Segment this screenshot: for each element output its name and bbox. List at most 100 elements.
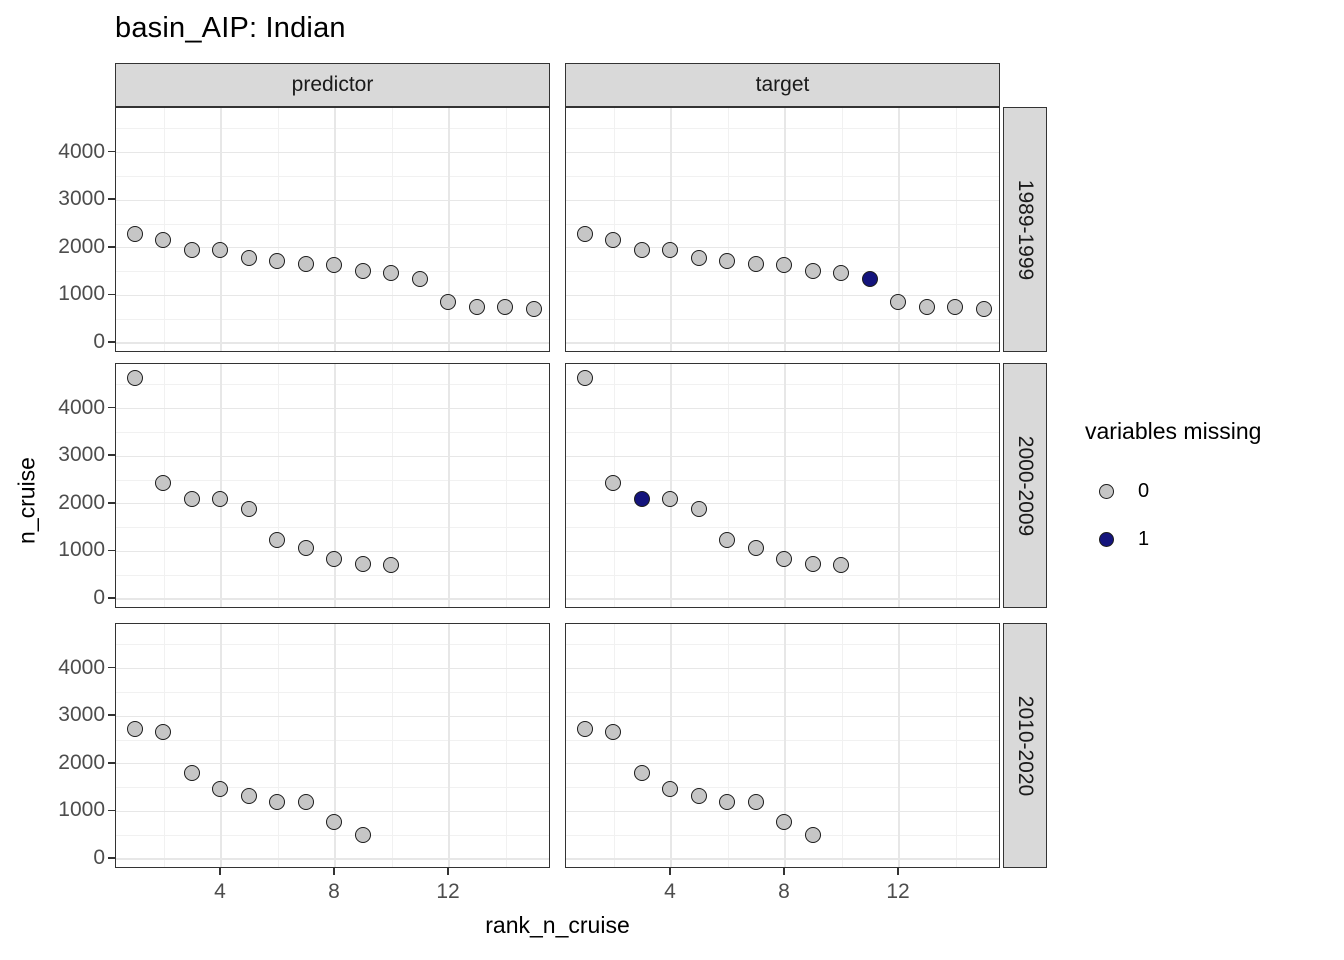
y-axis-tick — [108, 762, 115, 764]
gridline-minor-y — [566, 318, 999, 320]
gridline-major-x — [898, 108, 900, 351]
gridline-major-y — [116, 763, 549, 765]
y-tick-label: 1000 — [58, 282, 105, 306]
x-axis-tick — [783, 868, 785, 875]
gridline-minor-y — [566, 479, 999, 481]
data-point — [240, 250, 257, 267]
gridline-major-y — [566, 455, 999, 457]
data-point — [662, 490, 679, 507]
data-point — [383, 557, 400, 574]
gridline-minor-y — [116, 128, 549, 130]
data-point — [776, 550, 793, 567]
data-point — [126, 370, 143, 387]
data-point — [605, 724, 622, 740]
y-tick-label: 1000 — [58, 538, 105, 562]
data-point — [525, 301, 542, 318]
gridline-minor-x — [841, 364, 843, 607]
gridline-minor-y — [566, 834, 999, 836]
gridline-minor-y — [566, 384, 999, 386]
gridline-minor-x — [727, 364, 729, 607]
y-tick-label: 2000 — [58, 490, 105, 514]
data-point — [890, 293, 907, 310]
gridline-major-y — [116, 503, 549, 505]
panel-target-2000-2009 — [565, 363, 1000, 608]
gridline-minor-x — [163, 108, 165, 351]
gridline-major-x — [334, 624, 336, 867]
gridline-major-y — [116, 342, 549, 344]
data-point — [240, 500, 257, 517]
y-axis-tick — [108, 246, 115, 248]
data-point — [155, 474, 172, 491]
facet-strip-label: 2000-2009 — [1014, 435, 1037, 536]
gridline-major-x — [898, 364, 900, 607]
x-axis-title: rank_n_cruise — [485, 912, 630, 938]
data-point — [633, 490, 650, 507]
gridline-minor-y — [566, 175, 999, 177]
gridline-major-y — [566, 199, 999, 201]
gridline-minor-y — [116, 175, 549, 177]
data-point — [297, 794, 314, 811]
data-point — [497, 299, 514, 316]
legend-item-1: 1 — [1085, 515, 1340, 563]
gridline-major-y — [566, 247, 999, 249]
gridline-major-x — [898, 624, 900, 867]
data-point — [269, 253, 286, 270]
gridline-major-y — [116, 810, 549, 812]
data-point — [297, 540, 314, 557]
gridline-major-y — [116, 294, 549, 296]
data-point — [440, 293, 457, 310]
gridline-major-y — [116, 407, 549, 410]
gridline-minor-y — [566, 739, 999, 741]
data-point — [297, 255, 314, 272]
gridline-major-y — [566, 503, 999, 505]
facet-strip-label: 2010-2020 — [1014, 695, 1037, 796]
y-axis-tick — [108, 502, 115, 504]
data-point — [776, 256, 793, 273]
data-point — [947, 299, 964, 316]
gridline-minor-y — [566, 527, 999, 529]
x-tick-label: 12 — [886, 880, 910, 903]
data-point — [354, 263, 371, 280]
panel-predictor-2010-2020 — [115, 623, 550, 868]
legend-item-label: 1 — [1138, 527, 1150, 550]
gridline-major-x — [220, 108, 222, 351]
gridline-minor-y — [116, 479, 549, 481]
data-point — [633, 242, 650, 259]
gridline-major-y — [566, 151, 999, 154]
y-tick-label: 2000 — [58, 234, 105, 258]
x-tick-label: 12 — [436, 880, 460, 903]
gridline-minor-y — [116, 223, 549, 225]
data-point — [326, 814, 343, 831]
data-point — [126, 721, 143, 738]
gridline-minor-x — [613, 108, 615, 351]
gridline-minor-y — [566, 223, 999, 225]
gridline-major-x — [448, 108, 450, 351]
y-tick-label: 0 — [93, 330, 105, 353]
gridline-major-y — [566, 342, 999, 344]
gridline-major-y — [116, 247, 549, 249]
gridline-minor-x — [505, 108, 507, 351]
x-tick-label: 4 — [214, 880, 226, 903]
gridline-major-x — [448, 364, 450, 607]
gridline-minor-y — [116, 574, 549, 576]
y-axis-tick — [108, 341, 115, 343]
data-point — [690, 787, 707, 804]
y-axis-tick — [108, 549, 115, 552]
data-point — [833, 557, 850, 574]
facet-strip-target: target — [565, 63, 1000, 107]
gridline-minor-x — [277, 624, 279, 867]
gridline-minor-x — [391, 624, 393, 867]
plot-title: basin_AIP: Indian — [115, 12, 346, 44]
y-axis-tick — [108, 406, 115, 409]
gridline-minor-y — [566, 431, 999, 433]
data-point — [662, 780, 679, 797]
gridline-major-x — [784, 364, 786, 607]
facet-strip-label: 1989-1999 — [1014, 179, 1037, 280]
gridline-major-x — [670, 108, 672, 351]
y-axis-tick — [108, 666, 115, 669]
gridline-minor-x — [163, 624, 165, 867]
gridline-minor-y — [116, 384, 549, 386]
gridline-major-x — [448, 624, 450, 867]
gridline-major-y — [116, 667, 549, 670]
x-axis-tick — [333, 868, 335, 875]
